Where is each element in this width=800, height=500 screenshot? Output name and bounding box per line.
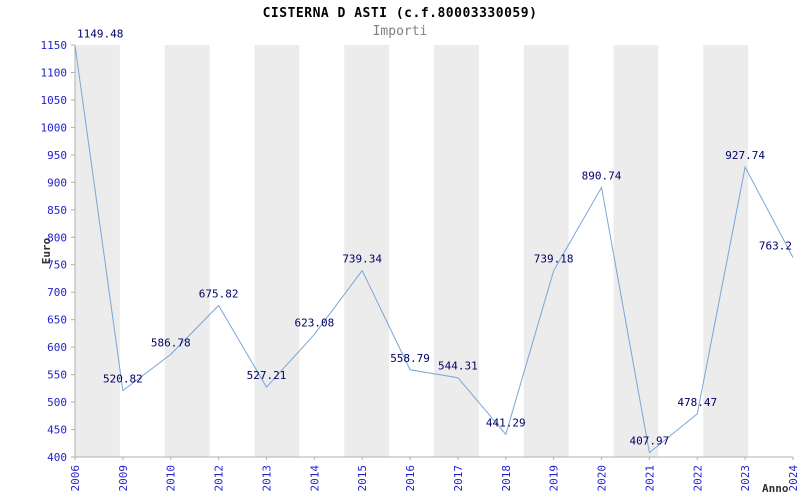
- y-axis-title: Euro: [40, 237, 53, 264]
- x-tick-label: 2013: [260, 465, 273, 492]
- plot-stripe: [703, 45, 749, 457]
- y-tick-label: 500: [47, 396, 67, 409]
- plot-stripe: [344, 45, 390, 457]
- x-tick-label: 2020: [596, 465, 609, 492]
- x-tick-label: 2024: [787, 465, 800, 492]
- data-point-label: 623.08: [294, 316, 334, 329]
- y-tick-label: 550: [47, 369, 67, 382]
- y-tick-label: 800: [47, 231, 67, 244]
- x-tick-label: 2016: [404, 465, 417, 492]
- plot-stripe: [434, 45, 479, 457]
- data-point-label: 520.82: [103, 373, 143, 386]
- x-tick-label: 2012: [213, 465, 226, 492]
- data-point-label: 763.2: [759, 239, 792, 252]
- x-tick-label: 2009: [117, 465, 130, 492]
- y-tick-label: 1150: [41, 39, 68, 52]
- y-tick-label: 1100: [41, 66, 68, 79]
- x-tick-label: 2010: [165, 465, 178, 492]
- y-tick-label: 600: [47, 341, 67, 354]
- x-tick-label: 2017: [452, 465, 465, 492]
- data-point-label: 1149.48: [77, 27, 123, 40]
- data-point-label: 478.47: [677, 396, 717, 409]
- plot-stripe: [164, 45, 210, 457]
- data-point-label: 441.29: [486, 416, 526, 429]
- y-tick-label: 1000: [41, 121, 68, 134]
- data-point-label: 407.97: [630, 435, 670, 448]
- data-point-label: 558.79: [390, 352, 430, 365]
- x-tick-label: 2023: [739, 465, 752, 492]
- x-tick-label: 2022: [691, 465, 704, 492]
- plot-stripe: [254, 45, 300, 457]
- y-tick-label: 1050: [41, 94, 68, 107]
- y-tick-label: 700: [47, 286, 67, 299]
- plot-stripe: [75, 45, 120, 457]
- y-tick-label: 850: [47, 204, 67, 217]
- y-tick-label: 400: [47, 451, 67, 464]
- x-tick-label: 2019: [548, 465, 561, 492]
- chart-title: CISTERNA D ASTI (c.f.80003330059): [262, 6, 538, 21]
- x-tick-label: 2015: [356, 465, 369, 492]
- data-point-label: 675.82: [199, 287, 239, 300]
- data-point-label: 739.34: [342, 253, 382, 266]
- data-point-label: 890.74: [582, 169, 622, 182]
- plot-stripe: [523, 45, 569, 457]
- data-point-label: 927.74: [725, 149, 765, 162]
- data-point-label: 739.18: [534, 253, 574, 266]
- y-tick-label: 650: [47, 314, 67, 327]
- data-point-label: 544.31: [438, 360, 478, 373]
- data-point-label: 586.78: [151, 336, 191, 349]
- y-tick-label: 950: [47, 149, 67, 162]
- x-tick-label: 2018: [500, 465, 513, 492]
- x-tick-label: 2014: [308, 465, 321, 492]
- y-tick-label: 450: [47, 424, 67, 437]
- data-point-label: 527.21: [247, 369, 287, 382]
- plot-stripe: [613, 45, 659, 457]
- chart-subtitle: Importi: [372, 24, 428, 39]
- x-tick-label: 2021: [643, 465, 656, 492]
- x-axis-title: Anno: [762, 482, 789, 495]
- x-tick-label: 2006: [69, 465, 82, 492]
- y-tick-label: 750: [47, 259, 67, 272]
- data-line: [74, 45, 794, 454]
- y-tick-label: 900: [47, 176, 67, 189]
